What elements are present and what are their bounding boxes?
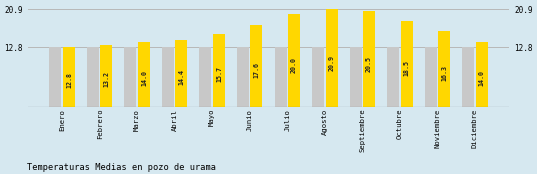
Text: 15.7: 15.7 <box>216 66 222 82</box>
Bar <box>237 47 249 107</box>
Bar <box>87 47 99 107</box>
Text: 14.0: 14.0 <box>478 70 484 86</box>
Text: 16.3: 16.3 <box>441 65 447 81</box>
Bar <box>176 40 187 107</box>
Bar <box>288 14 300 107</box>
Bar <box>476 42 488 107</box>
Bar <box>425 47 437 107</box>
Bar <box>274 47 287 107</box>
Text: Temperaturas Medias en pozo de urama: Temperaturas Medias en pozo de urama <box>27 163 216 172</box>
Text: 12.8: 12.8 <box>66 72 72 88</box>
Text: 20.5: 20.5 <box>366 56 372 72</box>
Bar <box>250 25 263 107</box>
Bar <box>325 9 338 107</box>
Bar <box>63 47 75 107</box>
Bar <box>138 42 150 107</box>
Text: 20.0: 20.0 <box>291 57 297 73</box>
Bar <box>162 47 174 107</box>
Bar <box>100 45 112 107</box>
Bar <box>462 47 474 107</box>
Bar <box>438 31 450 107</box>
Bar <box>213 34 225 107</box>
Bar <box>312 47 324 107</box>
Bar <box>125 47 136 107</box>
Bar <box>350 47 361 107</box>
Bar <box>49 47 61 107</box>
Text: 14.0: 14.0 <box>141 70 147 86</box>
Text: 17.6: 17.6 <box>253 62 259 78</box>
Bar <box>363 11 375 107</box>
Bar <box>199 47 212 107</box>
Text: 13.2: 13.2 <box>104 72 110 88</box>
Text: 18.5: 18.5 <box>403 60 410 76</box>
Text: 20.9: 20.9 <box>329 55 335 71</box>
Text: 14.4: 14.4 <box>178 69 185 85</box>
Bar <box>387 47 399 107</box>
Bar <box>401 21 412 107</box>
